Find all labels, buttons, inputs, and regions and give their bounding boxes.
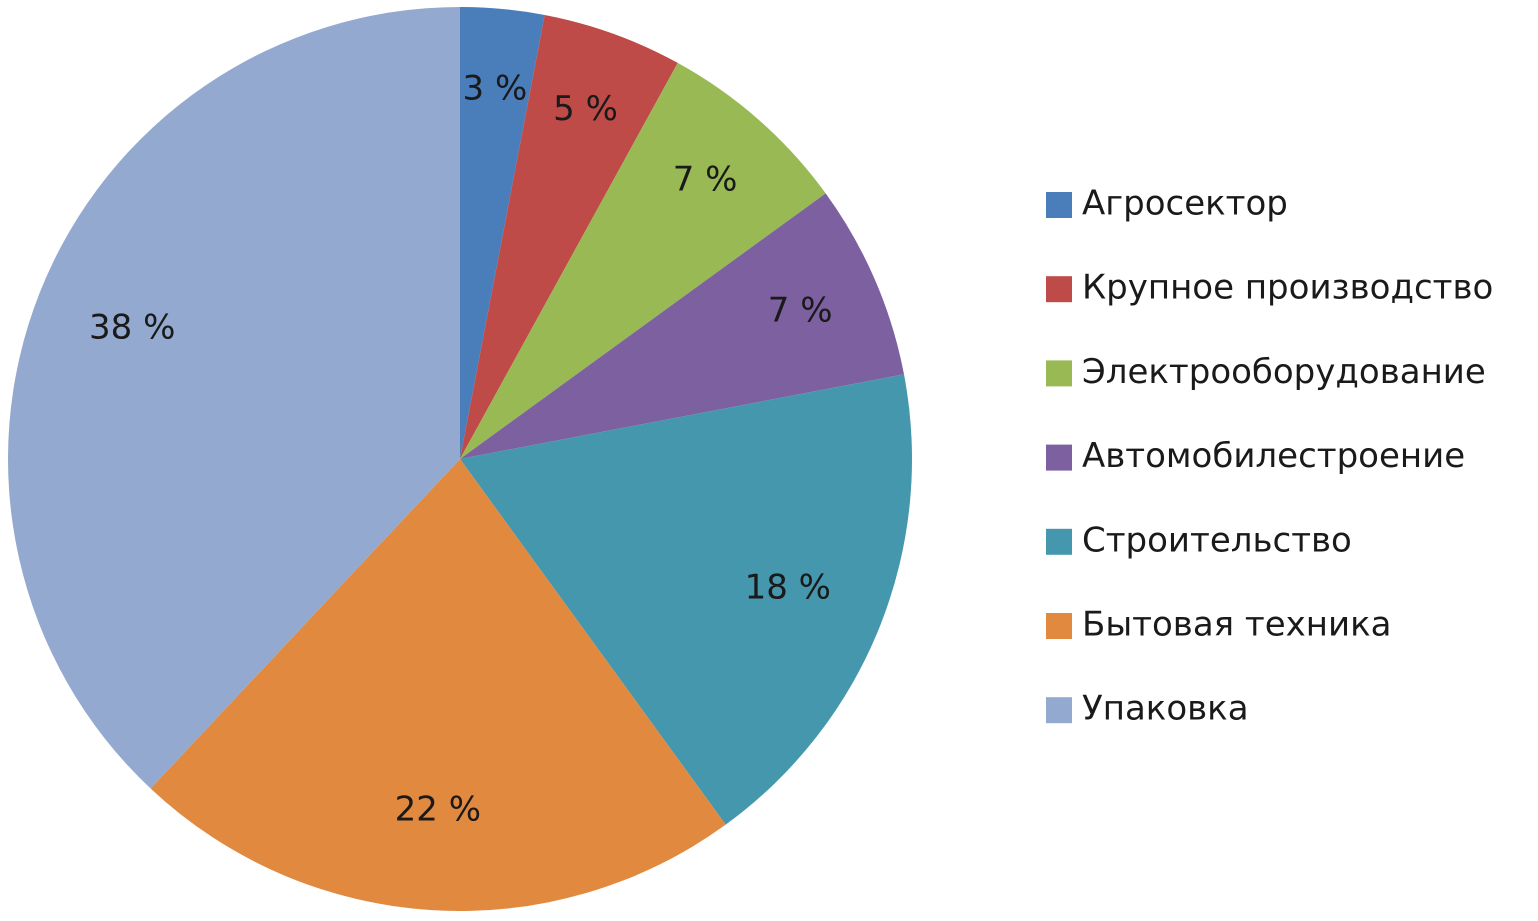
legend-swatch — [1046, 360, 1072, 387]
legend-swatch — [1046, 528, 1072, 555]
pie-slice — [460, 62, 826, 459]
data-label: 22 % — [395, 789, 481, 829]
legend-swatch — [1046, 444, 1072, 471]
legend-label: Строительство — [1082, 520, 1352, 560]
legend-label: Агросектор — [1082, 184, 1288, 224]
legend-label: Автомобилестроение — [1082, 436, 1465, 476]
legend-swatch — [1046, 613, 1072, 639]
data-label: 38 % — [89, 308, 175, 348]
legend-label: Бытовая техника — [1082, 605, 1391, 645]
legend-swatch — [1046, 192, 1072, 218]
data-label: 5 % — [553, 89, 618, 129]
legend-label: Крупное производство — [1082, 268, 1493, 308]
data-label: 18 % — [745, 567, 831, 607]
data-label: 7 % — [673, 159, 738, 199]
pie-slice — [460, 374, 912, 825]
data-label: 7 % — [768, 290, 833, 330]
legend-swatch — [1046, 276, 1072, 303]
pie-slice — [150, 459, 726, 911]
pie-slice — [460, 193, 904, 460]
pie-slice — [460, 15, 678, 459]
legend-swatch — [1046, 697, 1072, 724]
pie-slice — [460, 7, 545, 459]
legend-label: Электрооборудование — [1082, 352, 1486, 392]
data-label: 3 % — [463, 69, 528, 109]
pie-slice — [8, 7, 461, 789]
legend-label: Упаковка — [1082, 689, 1249, 729]
